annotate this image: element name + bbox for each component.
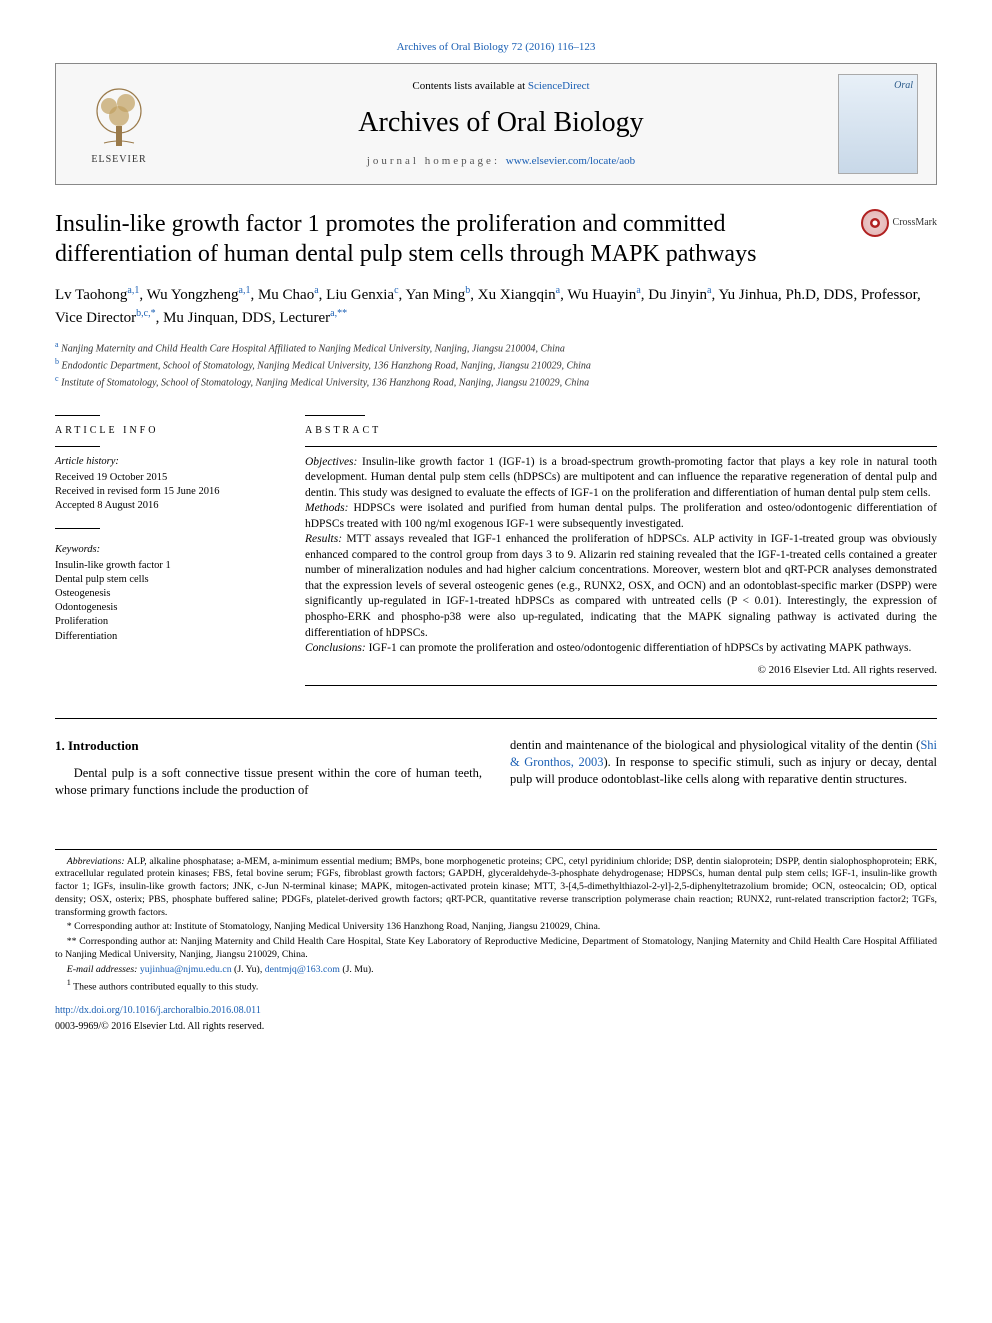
homepage-line: journal homepage: www.elsevier.com/locat… (164, 154, 838, 169)
journal-header: ELSEVIER Contents lists available at Sci… (55, 63, 937, 185)
intro-para-left: Dental pulp is a soft connective tissue … (55, 765, 482, 799)
keywords-label: Keywords: (55, 543, 275, 557)
keyword: Insulin-like growth factor 1 (55, 559, 275, 573)
elsevier-label: ELSEVIER (91, 153, 146, 167)
crossmark-badge[interactable]: CrossMark (861, 209, 937, 237)
citation-line: Archives of Oral Biology 72 (2016) 116–1… (55, 40, 937, 55)
email-link-2[interactable]: dentmjq@163.com (265, 964, 340, 975)
affiliation: b Endodontic Department, School of Stoma… (55, 357, 937, 373)
author: Mu Jinquan, DDS, Lecturera,** (163, 310, 347, 326)
crossmark-icon (861, 209, 889, 237)
keyword: Odontogenesis (55, 601, 275, 615)
received-date: Received 19 October 2015 (55, 471, 275, 485)
abstract-results: Results: MTT assays revealed that IGF-1 … (305, 532, 937, 641)
journal-name: Archives of Oral Biology (164, 104, 838, 142)
contents-available: Contents lists available at ScienceDirec… (164, 79, 838, 94)
elsevier-logo: ELSEVIER (74, 81, 164, 167)
keyword: Osteogenesis (55, 587, 275, 601)
affiliation: c Institute of Stomatology, School of St… (55, 374, 937, 390)
crossmark-label: CrossMark (893, 216, 937, 230)
homepage-label: journal homepage: (367, 155, 506, 167)
keyword: Proliferation (55, 615, 275, 629)
author: Wu Huayina (567, 287, 640, 303)
doi-link[interactable]: http://dx.doi.org/10.1016/j.archoralbio.… (55, 1005, 261, 1016)
author: Yan Mingb (405, 287, 470, 303)
corresponding-2: ** Corresponding author at: Nanjing Mate… (55, 936, 937, 961)
author-list: Lv Taohonga,1, Wu Yongzhenga,1, Mu Chaoa… (55, 283, 937, 330)
affiliation: a Nanjing Maternity and Child Health Car… (55, 340, 937, 356)
keyword: Differentiation (55, 630, 275, 644)
abstract-label: ABSTRACT (305, 424, 937, 438)
sciencedirect-link[interactable]: ScienceDirect (528, 80, 590, 92)
keyword: Dental pulp stem cells (55, 573, 275, 587)
intro-para-right: dentin and maintenance of the biological… (510, 737, 937, 788)
intro-heading: 1. Introduction (55, 737, 482, 755)
copyright-line: © 2016 Elsevier Ltd. All rights reserved… (305, 663, 937, 678)
affiliations-list: a Nanjing Maternity and Child Health Car… (55, 340, 937, 389)
author: Xu Xiangqina (478, 287, 560, 303)
contents-prefix: Contents lists available at (412, 80, 527, 92)
abstract-conclusions: Conclusions: IGF-1 can promote the proli… (305, 641, 937, 657)
footnotes: Abbreviations: ALP, alkaline phosphatase… (55, 849, 937, 1033)
elsevier-tree-icon (84, 81, 154, 151)
email-link-1[interactable]: yujinhua@njmu.edu.cn (140, 964, 232, 975)
article-title: Insulin-like growth factor 1 promotes th… (55, 209, 849, 269)
body-text: 1. Introduction Dental pulp is a soft co… (55, 737, 937, 798)
cover-title: Oral (894, 79, 913, 93)
homepage-link[interactable]: www.elsevier.com/locate/aob (506, 155, 635, 167)
author: Liu Genxiac (326, 287, 398, 303)
journal-cover-thumbnail: Oral (838, 74, 918, 174)
author: Lv Taohonga,1 (55, 287, 139, 303)
author: Wu Yongzhenga,1 (147, 287, 251, 303)
email-line: E-mail addresses: yujinhua@njmu.edu.cn (… (55, 964, 937, 977)
accepted-date: Accepted 8 August 2016 (55, 499, 275, 513)
abbreviations: Abbreviations: ALP, alkaline phosphatase… (55, 856, 937, 920)
issn-line: 0003-9969/© 2016 Elsevier Ltd. All right… (55, 1020, 937, 1033)
author: Du Jinyina (648, 287, 711, 303)
article-info-column: ARTICLE INFO Article history: Received 1… (55, 407, 275, 694)
corresponding-1: * Corresponding author at: Institute of … (55, 921, 937, 934)
equal-contrib: 1 These authors contributed equally to t… (55, 978, 937, 994)
revised-date: Received in revised form 15 June 2016 (55, 485, 275, 499)
abstract-objectives: Objectives: Insulin-like growth factor 1… (305, 455, 937, 502)
article-info-label: ARTICLE INFO (55, 424, 275, 438)
author: Mu Chaoa (258, 287, 319, 303)
history-label: Article history: (55, 455, 275, 469)
abstract-column: ABSTRACT Objectives: Insulin-like growth… (305, 407, 937, 694)
abstract-methods: Methods: HDPSCs were isolated and purifi… (305, 501, 937, 532)
